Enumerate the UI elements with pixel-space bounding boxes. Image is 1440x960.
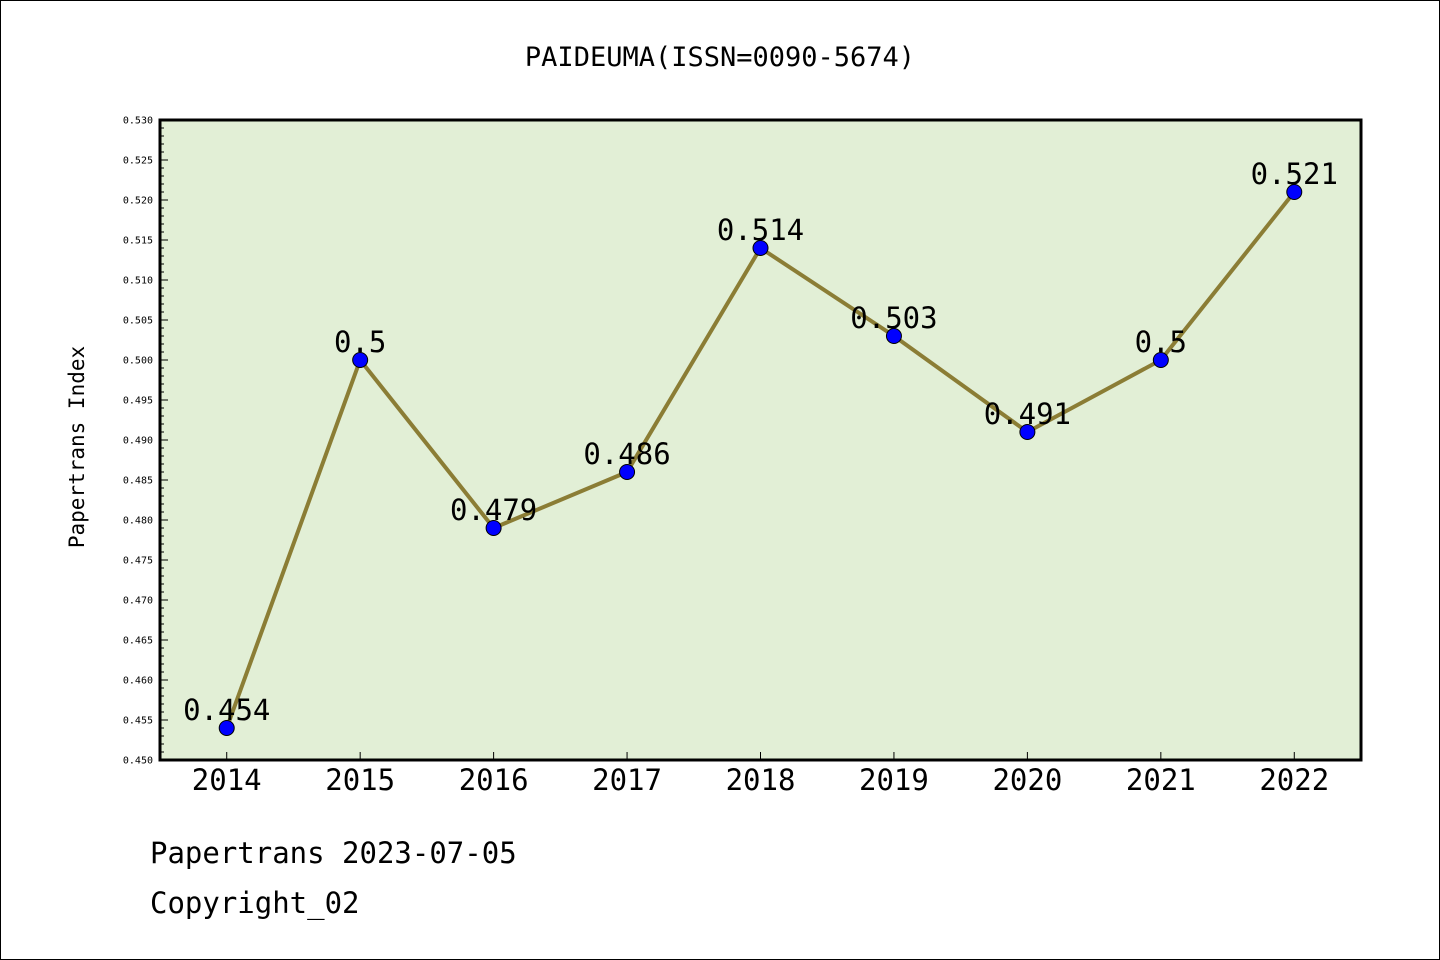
x-tick-label: 2022 [1259,763,1329,797]
y-tick-label: 0.525 [123,156,153,167]
y-tick-label: 0.515 [123,236,153,247]
data-point [619,464,636,480]
data-label: 0.486 [583,437,670,471]
x-tick-label: 2017 [592,763,662,797]
data-point [352,352,369,368]
data-label: 0.454 [183,693,270,727]
data-point [885,328,902,344]
y-tick-label: 0.500 [123,356,153,367]
y-tick-label: 0.460 [123,676,153,687]
data-label: 0.5 [334,325,386,359]
y-axis: 0.450 0.455 0.460 0.465 0.470 0.475 0.480 0.485… [123,116,168,767]
x-tick-label: 2014 [192,763,262,797]
y-tick-label: 0.510 [123,276,153,287]
data-label: 0.491 [984,397,1071,431]
y-tick-label: 0.480 [123,516,153,527]
y-tick-label: 0.470 [123,596,153,607]
y-tick-label: 0.475 [123,556,153,567]
x-tick-label: 2020 [992,763,1062,797]
x-tick-label: 2021 [1126,763,1196,797]
data-label: 0.503 [850,301,937,335]
y-tick-label: 0.505 [123,316,153,327]
plot-border [158,118,1363,762]
y-axis-label: Papertrans Index [65,346,89,548]
data-point [1152,352,1169,368]
x-tick-label: 2019 [859,763,929,797]
data-point [485,520,502,536]
plot-area [160,120,1361,760]
chart-title: PAIDEUMA(ISSN=0090-5674) [525,42,915,73]
x-axis: 2014 2015 2016 2017 2018 2019 2020 2021 2022 [192,752,1329,797]
data-point [1019,424,1036,440]
x-tick-label: 2015 [325,763,395,797]
series: 0.454 0.5 0.479 0.486 0.514 0.503 0.491 0.5 0.52… [183,157,1338,736]
y-tick-label: 0.455 [123,716,153,727]
data-label: 0.521 [1251,157,1338,191]
y-tick-label: 0.530 [123,116,153,127]
x-tick-label: 2018 [726,763,796,797]
y-tick-label: 0.495 [123,396,153,407]
y-tick-label: 0.520 [123,196,153,207]
y-tick-label: 0.485 [123,476,153,487]
y-tick-label: 0.465 [123,636,153,647]
data-point [752,240,769,256]
footer-copyright: Copyright_02 [150,886,360,920]
x-tick-label: 2016 [459,763,529,797]
y-tick-label: 0.490 [123,436,153,447]
data-point [1286,184,1303,200]
footer-date: Papertrans 2023-07-05 [150,836,517,870]
data-label: 0.479 [450,493,537,527]
data-point [218,720,235,736]
y-tick-label: 0.450 [123,756,153,767]
data-label: 0.514 [717,213,804,247]
data-label: 0.5 [1135,325,1187,359]
